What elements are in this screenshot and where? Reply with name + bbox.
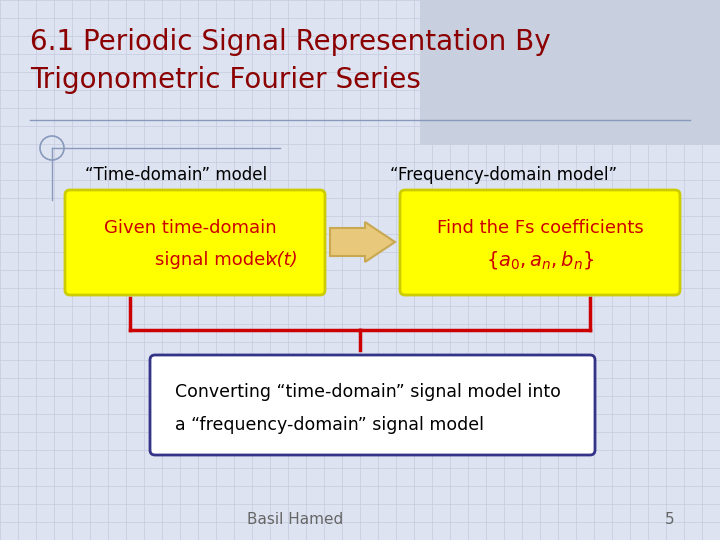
Text: signal model: signal model [155, 251, 276, 269]
Text: Basil Hamed: Basil Hamed [247, 512, 343, 528]
Text: Converting “time-domain” signal model into: Converting “time-domain” signal model in… [175, 383, 561, 401]
Text: x(t): x(t) [266, 251, 297, 269]
Text: “Frequency-domain model”: “Frequency-domain model” [390, 166, 617, 184]
Text: $\{a_0, a_n, b_n\}$: $\{a_0, a_n, b_n\}$ [486, 249, 594, 271]
FancyBboxPatch shape [65, 190, 325, 295]
FancyArrow shape [330, 222, 395, 262]
Text: Find the Fs coefficients: Find the Fs coefficients [436, 219, 644, 237]
FancyBboxPatch shape [150, 355, 595, 455]
FancyBboxPatch shape [400, 190, 680, 295]
Text: Given time-domain: Given time-domain [104, 219, 276, 237]
Text: 5: 5 [665, 512, 675, 528]
Text: 6.1 Periodic Signal Representation By: 6.1 Periodic Signal Representation By [30, 28, 551, 56]
Text: “Time-domain” model: “Time-domain” model [85, 166, 267, 184]
Text: Trigonometric Fourier Series: Trigonometric Fourier Series [30, 66, 421, 94]
Text: a “frequency-domain” signal model: a “frequency-domain” signal model [175, 416, 484, 434]
FancyBboxPatch shape [420, 0, 720, 145]
